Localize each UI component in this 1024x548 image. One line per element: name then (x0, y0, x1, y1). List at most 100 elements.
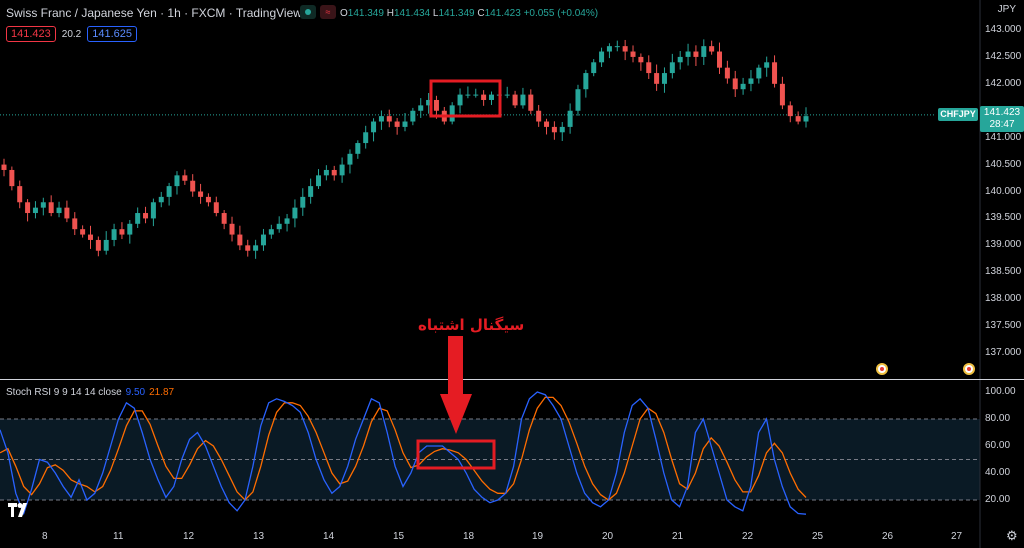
candle-body (213, 202, 219, 214)
candle-body (418, 105, 424, 111)
price-tick-label: 141.000 (985, 131, 1022, 143)
candle-body (457, 94, 463, 106)
close-value: 141.423 (484, 8, 521, 19)
tradingview-logo-icon[interactable] (8, 503, 30, 517)
candle-down (87, 225, 93, 249)
price-tick-label: 142.000 (985, 77, 1022, 89)
candle-body (371, 121, 377, 133)
symbol-tag: CHFJPY (938, 108, 978, 121)
bar-countdown: 28:47 (989, 119, 1015, 130)
candle-body (410, 110, 416, 122)
time-tick-label: 20 (602, 531, 614, 542)
candle-up (614, 40, 620, 52)
candle-body (693, 51, 699, 57)
candle-down (95, 236, 101, 257)
candle-body (56, 207, 62, 214)
candle-up (599, 47, 605, 67)
candle-down (48, 195, 54, 217)
economic-event-icon[interactable] (876, 363, 888, 375)
candle-up (465, 86, 471, 99)
k-value: 9.50 (125, 387, 146, 398)
currency-label[interactable]: JPY (997, 4, 1016, 15)
candle-body (347, 153, 353, 165)
candle-body (394, 121, 400, 127)
candle-body (433, 99, 439, 111)
candle-body (339, 164, 345, 176)
candle-body (17, 186, 23, 203)
candle-up (583, 69, 589, 98)
osc-tick-label: 60.00 (985, 440, 1011, 451)
time-tick-label: 13 (253, 531, 265, 542)
price-chart[interactable] (0, 0, 1024, 380)
candle-up (308, 178, 314, 204)
candle-up (701, 39, 707, 65)
candle-body (544, 121, 550, 127)
candle-body (229, 223, 235, 235)
candle-up (504, 86, 510, 99)
candle-body (331, 169, 337, 176)
candle-up (520, 87, 526, 109)
candle-up (339, 157, 345, 183)
candle-body (32, 207, 38, 214)
candle-body (661, 73, 667, 84)
low-value: 141.349 (438, 8, 475, 19)
candle-body (386, 116, 392, 122)
gear-icon[interactable]: ⚙ (1006, 528, 1018, 543)
candle-up (300, 188, 306, 216)
candle-body (64, 207, 70, 219)
candle-down (17, 180, 23, 209)
candle-body (732, 78, 738, 90)
stoch-rsi-pane[interactable] (0, 380, 1024, 548)
market-open-icon[interactable] (300, 5, 316, 19)
candle-up (135, 207, 141, 228)
candle-up (402, 113, 408, 132)
time-tick-label: 26 (882, 531, 894, 542)
candle-body (575, 89, 581, 111)
candle-down (622, 39, 628, 61)
candle-body (591, 62, 597, 74)
candle-down (80, 225, 86, 238)
high-value: 141.434 (393, 8, 431, 19)
buy-button[interactable]: 141.625 (87, 26, 137, 42)
sell-button[interactable]: 141.423 (6, 26, 56, 42)
candle-up (253, 239, 259, 259)
alert-icon[interactable]: ≈ (320, 5, 336, 19)
price-tick-label: 138.000 (985, 293, 1022, 305)
candle-body (528, 94, 534, 111)
candle-up (575, 84, 581, 116)
candle-body (87, 234, 93, 240)
candle-body (40, 202, 46, 208)
economic-event-icon[interactable] (963, 363, 975, 375)
candle-up (347, 149, 353, 174)
candle-body (276, 223, 282, 230)
candle-body (465, 94, 471, 96)
candle-down (205, 193, 211, 207)
candle-body (772, 62, 778, 84)
candle-body (284, 218, 290, 224)
candle-body (378, 116, 384, 122)
buy-sell-panel: 141.423 20.2 141.625 (6, 26, 137, 42)
candle-up (56, 201, 62, 218)
candle-up (166, 182, 172, 206)
candle-down (25, 199, 31, 222)
candle-body (638, 56, 644, 63)
candle-down (386, 109, 392, 128)
candle-up (488, 91, 494, 105)
d-value: 21.87 (149, 387, 175, 398)
candle-down (119, 222, 125, 240)
candle-down (190, 174, 196, 197)
stoch-rsi-legend[interactable]: Stoch RSI 9 9 14 14 close 9.50 21.87 (6, 387, 174, 398)
candle-body (488, 94, 494, 100)
price-tick-label: 140.000 (985, 185, 1022, 197)
candle-body (355, 143, 361, 154)
candle-body (669, 62, 675, 74)
candle-up (410, 107, 416, 126)
candle-body (654, 73, 660, 84)
symbol-title[interactable]: Swiss Franc / Japanese Yen · 1h · FXCM ·… (6, 6, 302, 20)
candle-body (323, 169, 329, 176)
candle-up (323, 165, 329, 181)
time-tick-label: 11 (113, 531, 124, 542)
candle-body (536, 110, 542, 122)
candle-down (654, 64, 660, 91)
time-tick-label: 25 (812, 531, 824, 542)
